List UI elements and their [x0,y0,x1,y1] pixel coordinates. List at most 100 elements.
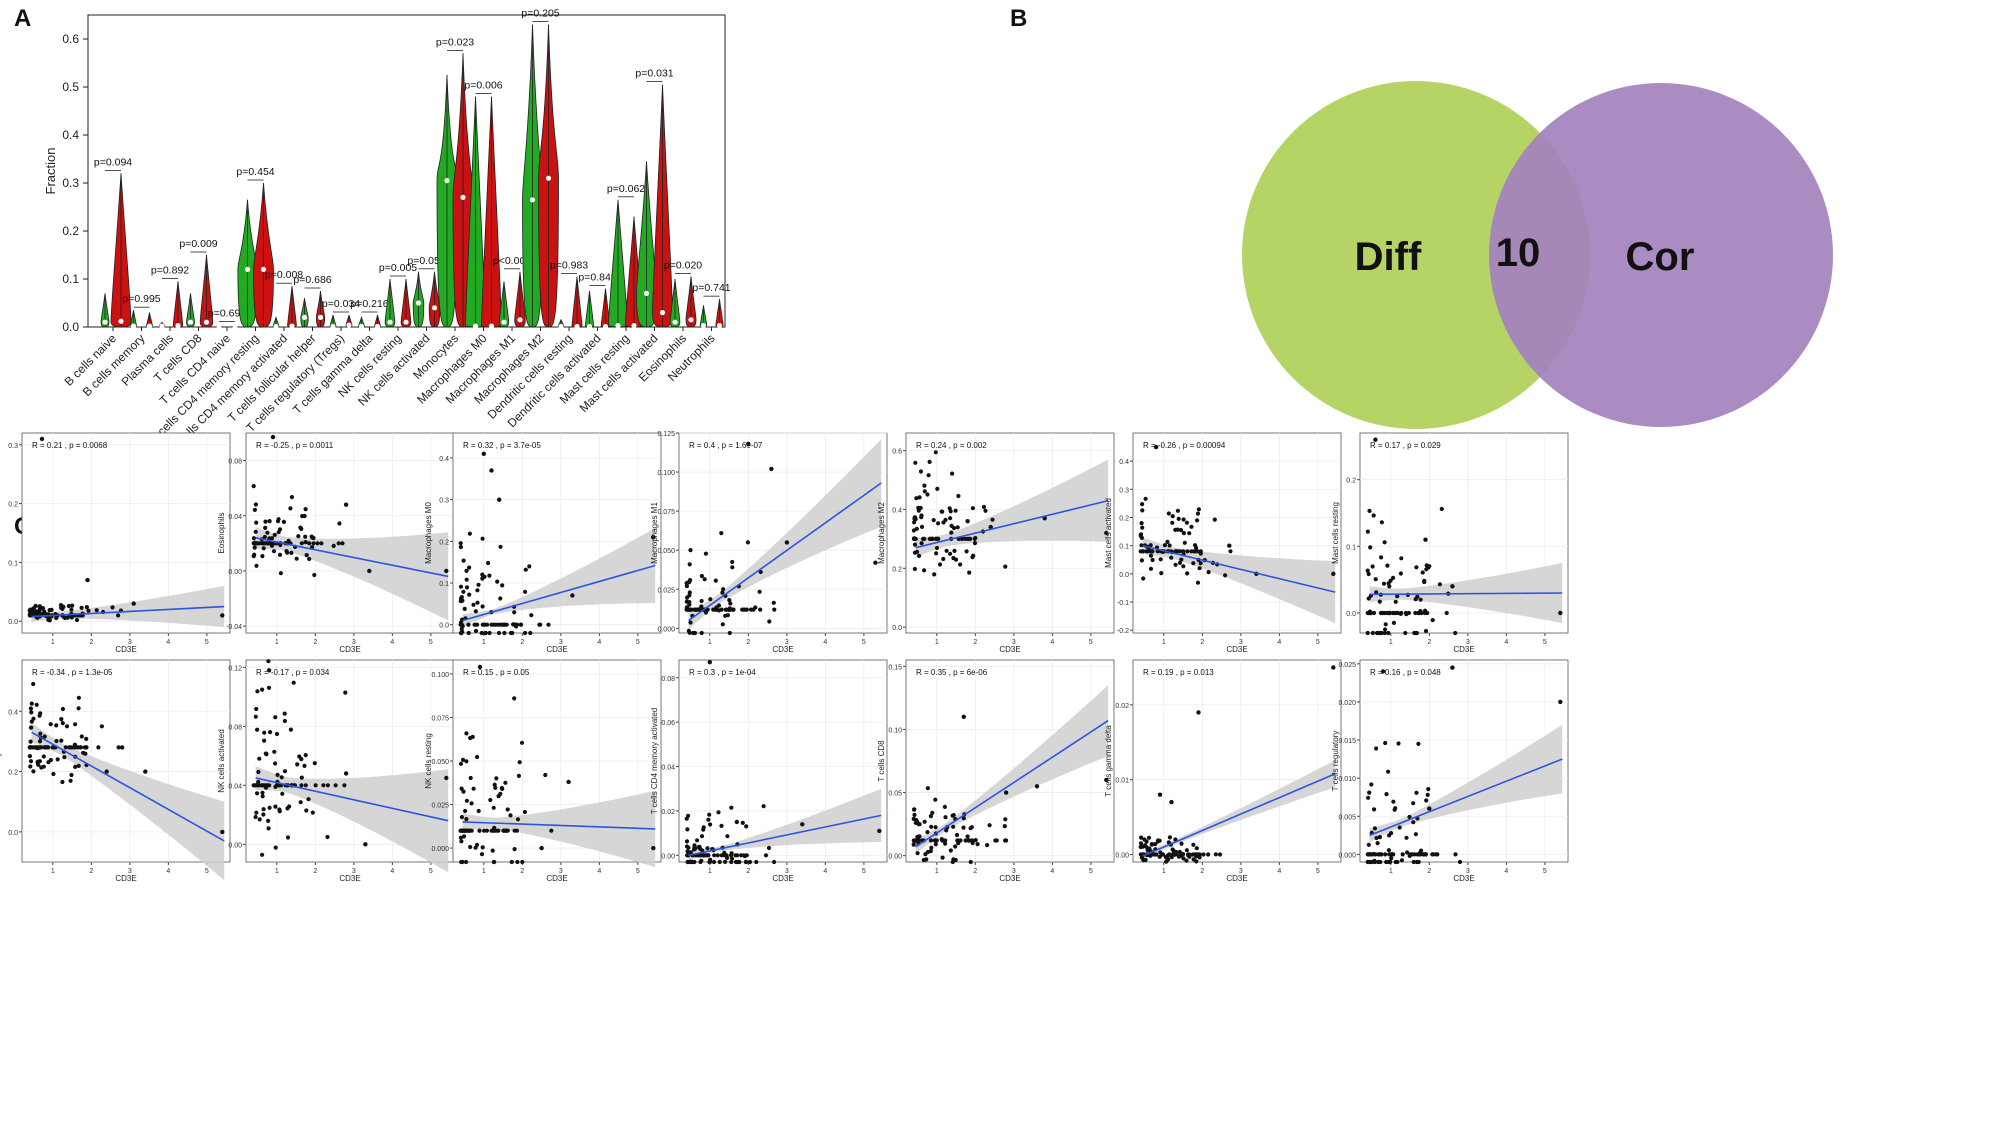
scatter-point [303,540,308,545]
scatter-point [299,783,304,788]
violin-median-nk-cells-activated-g2 [431,305,438,311]
y-tick-label: 0.04 [661,765,675,772]
scatter-point [310,535,315,540]
scatter-point [1139,558,1144,563]
scatter-point [1399,858,1404,863]
scatter-point [220,829,225,835]
scatter-point [928,814,934,819]
y-tick-label: 0.0 [439,623,449,630]
scatter-point [933,825,938,830]
violin-median-t-cells-cd4-memory-resting-g2 [260,266,267,272]
violin-y-tick-label: 0.6 [62,32,79,46]
scatter-point [43,745,48,750]
scatter-point [486,560,491,566]
scatter-point [929,824,934,829]
scatter-point [1192,852,1197,857]
scatter-point [990,517,995,522]
scatter-point [261,546,266,551]
x-axis-label: CD3E [115,874,136,883]
scatter-point [461,558,466,563]
y-tick-label: 0.0 [892,625,902,632]
scatter-point [34,702,39,707]
scatter-point [464,817,469,822]
scatter-point [1191,561,1196,566]
scatter-point [958,562,963,567]
x-tick-label: 2 [313,639,317,646]
scatter-point [1379,852,1384,857]
scatter-point [69,745,74,750]
x-tick-label: 5 [429,639,433,646]
confidence-band [1142,537,1336,624]
scatter-point [104,769,109,774]
scatter-point [771,600,776,605]
scatter-point [912,542,918,547]
scatter-point [1184,520,1189,525]
scatter-point [919,541,924,546]
scatter-point [919,524,925,530]
scatter-point [458,761,464,766]
scatter-point [956,841,961,846]
scatter-point [687,602,692,607]
scatter-point [1138,532,1144,537]
scatter-point [66,603,71,609]
scatter-point [1385,563,1390,568]
scatter-point [444,568,449,574]
scatter-point [27,754,32,759]
scatter-point [1453,630,1458,636]
y-tick-label: 0.08 [228,724,242,731]
y-tick-label: 0.2 [8,770,18,777]
y-tick-label: 0.00 [228,569,242,576]
violin-median-plasma-cells-g1 [159,323,165,329]
scatter-point [1171,852,1176,857]
scatter-point [688,620,693,625]
scatter-point [459,839,464,844]
x-tick-label: 4 [823,868,827,875]
scatter-point [1003,564,1008,569]
scatter-point [458,630,464,636]
scatter-point [282,769,288,774]
x-axis-label: CD3E [1226,874,1247,883]
scatter-point [922,489,927,494]
correlation-stat: R = -0.25 , p = 0.0011 [256,441,334,450]
y-tick-label: 0.0 [8,619,18,626]
violin-median-t-cells-cd4-naive-g2 [232,323,238,330]
scatter-point [1034,784,1040,789]
scatter-point [1156,838,1161,843]
scatter-point [740,607,745,612]
y-tick-label: 0.000 [431,846,449,853]
scatter-point [73,745,78,750]
x-tick-label: 3 [352,868,356,875]
scatter-point [707,812,712,817]
scatter-point [922,568,927,573]
scatter-point [942,804,948,810]
scatter-point [686,845,691,850]
scatter-point [961,825,966,830]
scatter-point [1430,852,1435,857]
scatter-point [487,630,492,636]
scatter-point [76,695,81,700]
x-tick-label: 3 [1466,639,1470,646]
scatter-point [29,701,34,706]
scatter-point [256,769,261,775]
scatter-point [496,828,501,833]
confidence-band [915,685,1109,854]
scatter-point [79,605,84,610]
scatter-point [1387,852,1392,857]
scatter-point [1138,841,1144,846]
scatter-point [54,723,59,728]
scatter-point [41,764,46,769]
scatter-point [941,520,946,525]
scatter-point [310,810,315,815]
violin-median-t-cells-follicular-helper-g2 [317,314,324,320]
scatter-point [298,525,303,530]
scatter-point [1373,437,1378,442]
scatter-point [29,725,34,730]
violin-median-monocytes-g1 [444,178,450,184]
scatter-point [298,800,303,805]
p-value-t-cells-cd4-naive: p=0.694 [208,308,246,320]
scatter-point [685,859,690,865]
violin-median-nk-cells-resting-g1 [387,319,393,325]
x-tick-label: 5 [1089,639,1093,646]
scatter-point [744,824,749,829]
